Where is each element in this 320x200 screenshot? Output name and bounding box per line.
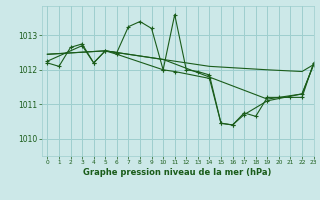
X-axis label: Graphe pression niveau de la mer (hPa): Graphe pression niveau de la mer (hPa) bbox=[84, 168, 272, 177]
